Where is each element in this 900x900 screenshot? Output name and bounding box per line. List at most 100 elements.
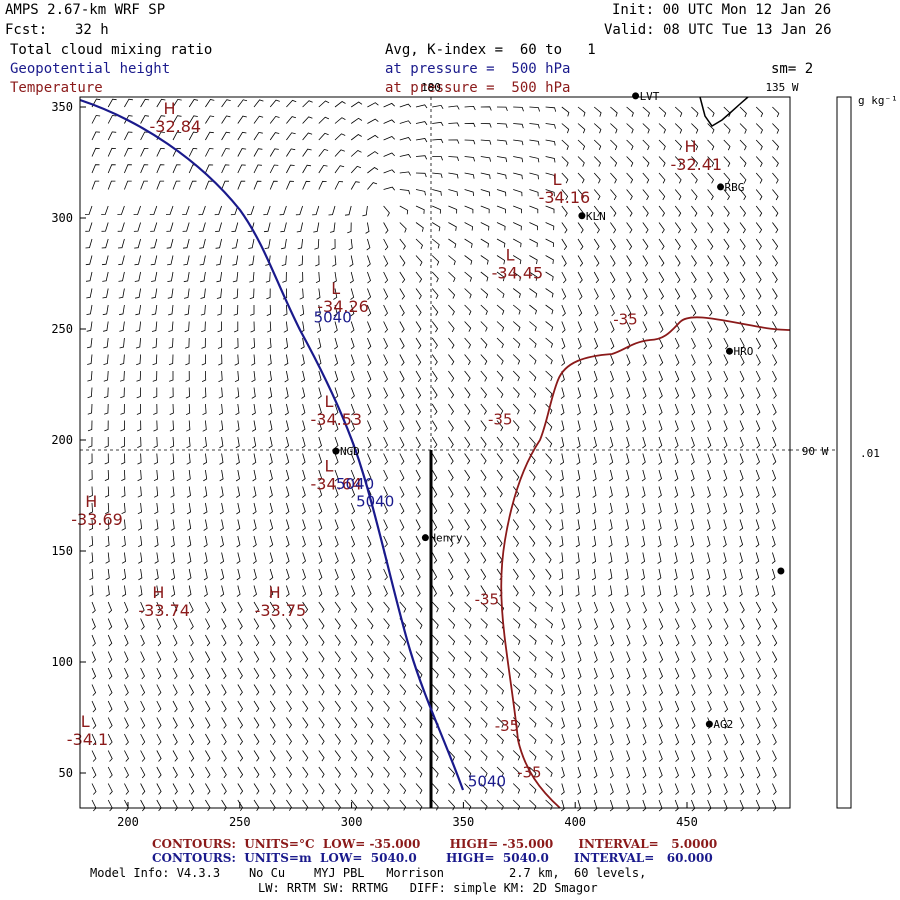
wind-barb bbox=[350, 117, 363, 124]
wind-barb bbox=[657, 568, 662, 581]
wind-barb bbox=[152, 387, 158, 399]
wind-barb bbox=[464, 139, 476, 145]
wind-barb bbox=[350, 101, 363, 108]
wind-barb bbox=[286, 601, 292, 614]
wind-barb bbox=[107, 618, 113, 630]
wind-barb bbox=[658, 271, 665, 284]
wind-barb bbox=[221, 99, 231, 108]
footer-height-contours: CONTOURS: UNITS=m LOW= 5040.0 HIGH= 5040… bbox=[152, 851, 713, 865]
wind-barb bbox=[772, 733, 777, 746]
wind-barb bbox=[658, 139, 666, 151]
wind-barb bbox=[188, 131, 198, 141]
pressure-level-temperature: at pressure = 500 hPa bbox=[385, 80, 571, 96]
wind-barb bbox=[219, 436, 224, 449]
wind-barb bbox=[170, 568, 176, 581]
wind-barb bbox=[367, 102, 379, 108]
wind-barb bbox=[169, 387, 174, 399]
wind-barb bbox=[188, 651, 194, 663]
wind-barb bbox=[464, 618, 472, 629]
wind-barb bbox=[221, 651, 227, 663]
wind-barb bbox=[723, 238, 730, 250]
wind-barb bbox=[399, 469, 405, 482]
wind-barb bbox=[448, 535, 454, 548]
wind-barb bbox=[88, 519, 94, 531]
wind-barb bbox=[383, 136, 395, 141]
x-tick-label: 250 bbox=[229, 815, 251, 829]
wind-barb bbox=[739, 453, 744, 465]
wind-barb bbox=[707, 304, 713, 317]
wind-barb bbox=[334, 634, 341, 646]
wind-barb bbox=[415, 634, 423, 646]
wind-barb bbox=[545, 271, 554, 281]
wind-barb bbox=[154, 568, 159, 581]
wind-barb bbox=[253, 799, 260, 812]
wind-barb bbox=[205, 799, 211, 812]
wind-barb bbox=[285, 552, 290, 564]
wind-barb bbox=[674, 684, 680, 696]
wind-barb bbox=[624, 585, 629, 597]
wind-barb bbox=[464, 568, 470, 581]
wind-barb bbox=[496, 453, 503, 465]
wind-barb bbox=[302, 519, 306, 531]
wind-barb bbox=[608, 486, 613, 498]
wind-barb bbox=[642, 420, 647, 432]
wind-barb bbox=[755, 733, 761, 746]
wind-barb bbox=[269, 132, 280, 141]
wind-barb bbox=[690, 535, 695, 548]
wind-barb bbox=[448, 618, 456, 629]
wind-barb bbox=[301, 502, 306, 515]
wind-barb bbox=[755, 469, 760, 482]
wind-barb bbox=[332, 255, 337, 267]
wind-barb bbox=[723, 717, 728, 729]
wind-barb bbox=[691, 618, 696, 630]
wind-barb bbox=[755, 304, 762, 317]
wind-barb bbox=[107, 115, 117, 124]
wind-barb bbox=[87, 354, 93, 365]
wind-barb bbox=[286, 766, 292, 778]
wind-barb bbox=[772, 123, 780, 134]
wind-barb bbox=[772, 304, 778, 317]
wind-barb bbox=[399, 137, 412, 141]
wind-barb bbox=[103, 337, 109, 349]
wind-barb bbox=[431, 354, 438, 366]
wind-barb bbox=[286, 700, 292, 712]
wind-barb bbox=[707, 420, 712, 432]
wind-barb bbox=[367, 167, 379, 174]
wind-barb bbox=[610, 651, 615, 663]
wind-barb bbox=[415, 469, 421, 482]
wind-barb bbox=[755, 717, 761, 729]
wind-barb bbox=[140, 750, 146, 762]
wind-barb bbox=[399, 766, 407, 778]
wind-barb bbox=[268, 420, 273, 432]
wind-barb bbox=[738, 585, 743, 597]
wind-barb bbox=[415, 568, 421, 581]
wind-barb bbox=[269, 651, 276, 663]
wind-barb bbox=[302, 100, 313, 108]
wind-barb bbox=[448, 337, 455, 349]
wind-barb bbox=[545, 354, 553, 365]
wind-barb bbox=[367, 288, 372, 300]
wind-barb bbox=[121, 486, 126, 498]
wind-barb bbox=[233, 321, 239, 333]
wind-barb bbox=[91, 766, 97, 779]
wind-barb bbox=[89, 585, 94, 597]
wind-barb bbox=[183, 255, 190, 266]
wind-barb bbox=[464, 585, 470, 597]
wind-barb bbox=[318, 180, 327, 190]
wind-barb bbox=[575, 552, 580, 564]
wind-barb bbox=[529, 304, 537, 315]
wind-barb bbox=[674, 271, 681, 284]
wind-barb bbox=[674, 172, 682, 184]
wind-barb bbox=[707, 469, 711, 482]
wind-barb bbox=[383, 222, 389, 234]
wind-barb bbox=[448, 304, 455, 316]
wind-barb bbox=[608, 585, 613, 597]
wind-barb bbox=[658, 420, 663, 432]
wind-barb bbox=[772, 189, 779, 201]
height-contour-5040 bbox=[79, 98, 465, 791]
wind-barb bbox=[135, 288, 141, 299]
wind-barb bbox=[448, 205, 458, 214]
wind-barb bbox=[297, 238, 303, 250]
wind-barb bbox=[529, 222, 539, 231]
wind-barb bbox=[205, 700, 211, 713]
